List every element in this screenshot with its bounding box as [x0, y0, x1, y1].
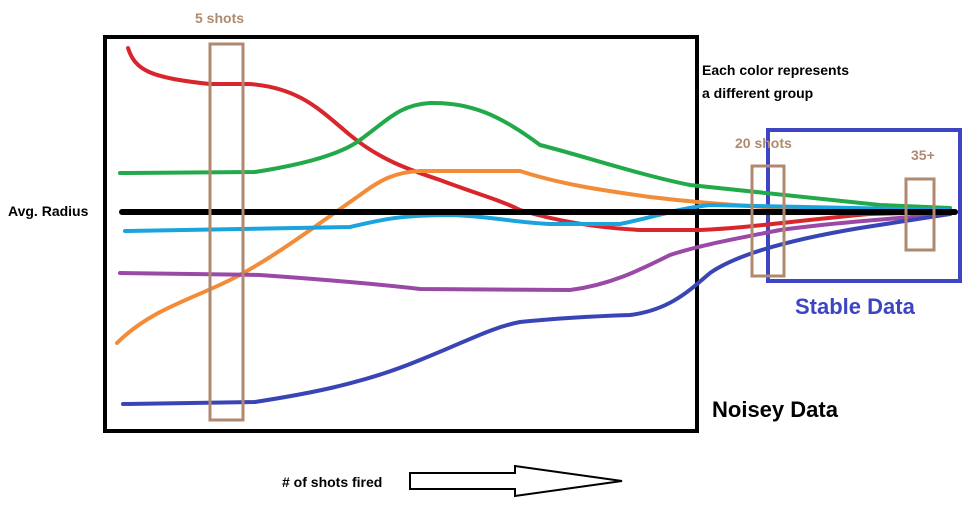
shots-fired-label: # of shots fired — [282, 474, 382, 490]
legend-text-line1: Each color represents — [702, 62, 849, 78]
five-shots-marker — [208, 42, 245, 422]
twenty-shots-marker — [750, 164, 786, 278]
green-group-line — [118, 100, 952, 210]
thirty-five-plus-marker — [904, 177, 936, 252]
noisey-data-box — [103, 35, 699, 433]
avg-radius-label: Avg. Radius — [8, 203, 89, 219]
orange-group-line — [115, 169, 952, 345]
stable-data-label: Stable Data — [795, 294, 916, 319]
legend-text-line2: a different group — [702, 85, 813, 101]
blue-group-line — [121, 212, 952, 406]
shots-fired-arrow — [409, 464, 623, 498]
red-group-line — [126, 46, 952, 232]
noisey-data-label: Noisey Data — [712, 397, 839, 422]
twenty-shots-label: 20 shots — [735, 135, 792, 151]
purple-group-line — [118, 212, 952, 293]
thirty-five-plus-label: 35+ — [911, 147, 935, 163]
five-shots-label: 5 shots — [195, 10, 244, 26]
